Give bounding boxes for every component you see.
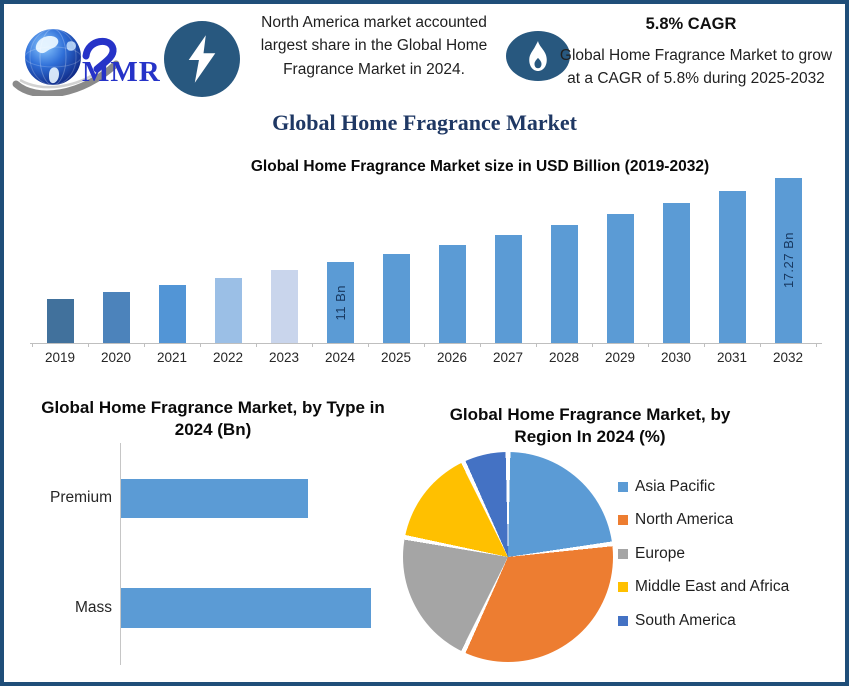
x-tick-label: 2028 bbox=[548, 350, 580, 365]
axis-tick bbox=[592, 343, 593, 347]
axis-tick bbox=[312, 343, 313, 347]
legend-label: Europe bbox=[635, 544, 685, 562]
axis-tick bbox=[648, 343, 649, 347]
type-chart-title: Global Home Fragrance Market, by Type in… bbox=[41, 398, 385, 440]
bar-value-label: 17.27 Bn bbox=[780, 232, 796, 289]
bar-2025 bbox=[382, 254, 410, 343]
region-legend: Asia Pacific North America Europe Middle Ea… bbox=[618, 476, 789, 644]
x-tick-label: 2026 bbox=[436, 350, 468, 365]
bar-2027 bbox=[494, 235, 522, 343]
flame-icon bbox=[506, 31, 570, 81]
mmr-logo: MMR bbox=[10, 12, 168, 98]
globe-icon bbox=[12, 29, 120, 98]
x-tick-label: 2032 bbox=[772, 350, 804, 365]
bar-2024: 11 Bn bbox=[326, 262, 354, 343]
type-chart: Premium Mass bbox=[40, 443, 386, 671]
region-chart-title: Global Home Fragrance Market, by Region … bbox=[449, 405, 731, 447]
x-tick-label: 2022 bbox=[212, 350, 244, 365]
x-tick-label: 2021 bbox=[156, 350, 188, 365]
legend-label: Asia Pacific bbox=[635, 477, 716, 495]
axis-tick bbox=[816, 343, 817, 347]
market-size-chart: 2019 2020 2021 2022 2023 11 Bn 2024 2025 2026 202… bbox=[30, 175, 825, 370]
bar-2022 bbox=[214, 278, 242, 343]
bar-2026 bbox=[438, 245, 466, 343]
y-axis bbox=[120, 443, 121, 665]
page-title: Global Home Fragrance Market bbox=[272, 110, 577, 135]
legend-label: Middle East and Africa bbox=[635, 578, 790, 595]
bar-2021 bbox=[158, 285, 186, 343]
bar-value-label: 11 Bn bbox=[332, 284, 348, 321]
x-tick-label: 2027 bbox=[492, 350, 524, 365]
axis-tick bbox=[88, 343, 89, 347]
bar-2032: 17.27 Bn bbox=[774, 178, 802, 343]
legend-item: Middle East and Africa bbox=[618, 577, 789, 598]
bar-2020 bbox=[102, 292, 130, 343]
lightning-icon bbox=[164, 21, 240, 97]
x-tick-label: 2019 bbox=[44, 350, 76, 365]
cagr-heading: 5.8% CAGR bbox=[645, 15, 737, 33]
right-callout-text: Global Home Fragrance Market to grow at … bbox=[559, 47, 833, 88]
flame-glyph bbox=[529, 41, 547, 71]
axis-tick bbox=[200, 343, 201, 347]
legend-swatch bbox=[618, 515, 628, 525]
bar-premium bbox=[121, 479, 308, 518]
x-tick-label: 2020 bbox=[100, 350, 132, 365]
left-callout-text: North America market accounted largest s… bbox=[260, 14, 488, 78]
legend-label: South America bbox=[635, 611, 736, 629]
bar-2019 bbox=[46, 299, 74, 343]
x-tick-label: 2031 bbox=[716, 350, 748, 365]
axis-tick bbox=[144, 343, 145, 347]
axis-tick bbox=[480, 343, 481, 347]
logo-orbit-swoosh bbox=[12, 60, 120, 98]
legend-item: Asia Pacific bbox=[618, 476, 789, 497]
x-tick-label: 2025 bbox=[380, 350, 412, 365]
x-tick-label: 2030 bbox=[660, 350, 692, 365]
legend-label: North America bbox=[635, 511, 734, 528]
axis-tick bbox=[424, 343, 425, 347]
bar-2023 bbox=[270, 270, 298, 343]
axis-tick bbox=[536, 343, 537, 347]
legend-item: South America bbox=[618, 610, 789, 631]
logo-swoosh-2 bbox=[82, 37, 117, 73]
bar-2031 bbox=[718, 191, 746, 343]
market-size-chart-title: Global Home Fragrance Market size in USD… bbox=[250, 158, 710, 175]
legend-item: Europe bbox=[618, 543, 789, 564]
y-tick-label: Mass bbox=[74, 599, 112, 616]
legend-swatch bbox=[618, 548, 628, 559]
bar-2030 bbox=[662, 203, 690, 343]
legend-swatch bbox=[618, 615, 628, 626]
axis-tick bbox=[704, 343, 705, 347]
legend-swatch bbox=[618, 582, 628, 592]
bar-2028 bbox=[550, 225, 578, 343]
x-tick-label: 2029 bbox=[604, 350, 636, 365]
y-tick-label: Premium bbox=[49, 489, 112, 506]
bar-2029 bbox=[606, 214, 634, 343]
x-tick-label: 2024 bbox=[324, 350, 356, 365]
region-pie bbox=[403, 452, 613, 662]
axis-tick bbox=[760, 343, 761, 347]
x-tick-label: 2023 bbox=[268, 350, 300, 365]
legend-item: North America bbox=[618, 510, 789, 531]
legend-swatch bbox=[618, 481, 628, 492]
logo-text: MMR bbox=[82, 56, 161, 88]
bar-mass bbox=[121, 588, 371, 628]
axis-tick bbox=[368, 343, 369, 347]
axis-tick bbox=[32, 343, 33, 347]
x-axis bbox=[30, 343, 822, 344]
axis-tick bbox=[256, 343, 257, 347]
lightning-bolt-glyph bbox=[188, 35, 216, 83]
